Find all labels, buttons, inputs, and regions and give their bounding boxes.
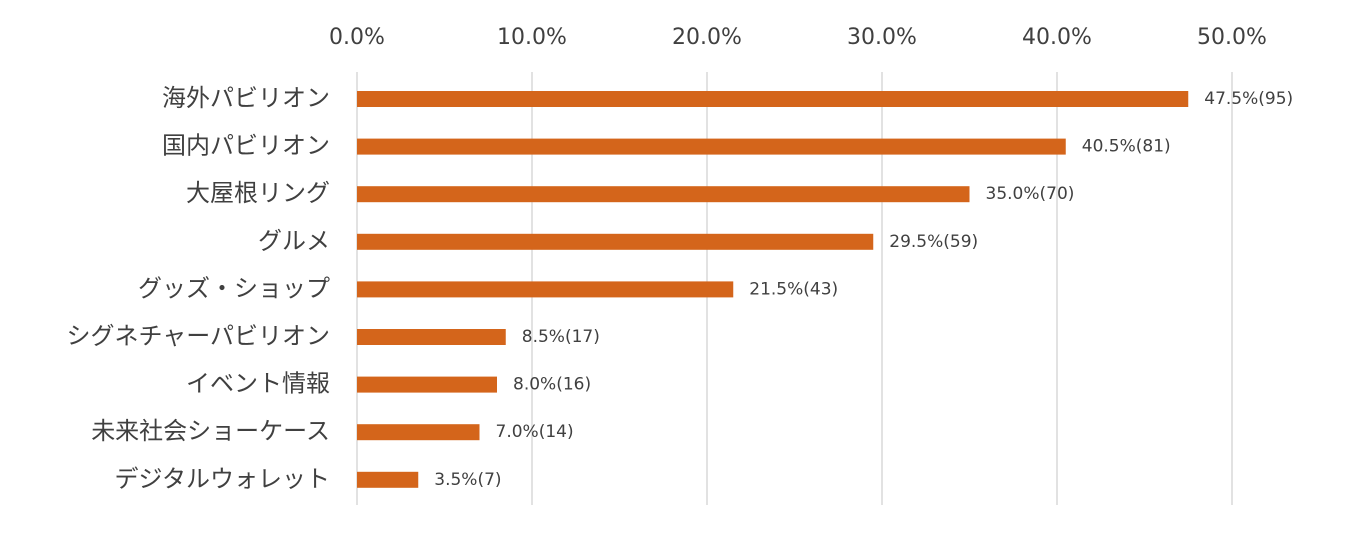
bar: [357, 471, 419, 488]
bar: [357, 91, 1189, 107]
y-tick-label: イベント情報: [186, 370, 330, 398]
x-tick-label: 30.0%: [847, 25, 917, 50]
bar: [357, 376, 497, 393]
bar: [357, 186, 970, 203]
y-tick-label: グルメ: [258, 227, 330, 255]
value-label: 8.5%(17): [522, 327, 600, 347]
value-label: 40.5%(81): [1082, 137, 1171, 157]
value-label: 35.0%(70): [986, 184, 1075, 204]
bar: [357, 329, 506, 345]
value-label: 7.0%(14): [496, 422, 574, 442]
value-label: 21.5%(43): [749, 279, 838, 299]
y-tick-label: 大屋根リング: [186, 179, 330, 207]
x-tick-label: 10.0%: [497, 25, 567, 50]
y-tick-label: 海外パビリオン: [162, 84, 330, 112]
y-tick-label: グッズ・ショップ: [138, 274, 330, 302]
y-tick-label: 国内パビリオン: [162, 132, 330, 160]
bar: [357, 233, 874, 250]
x-tick-label: 0.0%: [329, 25, 385, 50]
x-tick-label: 20.0%: [672, 25, 742, 50]
value-label: 29.5%(59): [889, 232, 978, 252]
x-tick-label: 50.0%: [1197, 25, 1267, 50]
value-label: 47.5%(95): [1204, 89, 1293, 109]
bar: [357, 281, 734, 298]
y-tick-label: シグネチャーパビリオン: [66, 322, 330, 350]
bar: [357, 138, 1066, 155]
y-tick-label: 未来社会ショーケース: [91, 417, 330, 445]
value-label: 8.0%(16): [513, 375, 591, 395]
value-label: 3.5%(7): [434, 470, 501, 490]
bar: [357, 424, 480, 441]
y-tick-label: デジタルウォレット: [114, 465, 330, 493]
x-tick-label: 40.0%: [1022, 25, 1092, 50]
